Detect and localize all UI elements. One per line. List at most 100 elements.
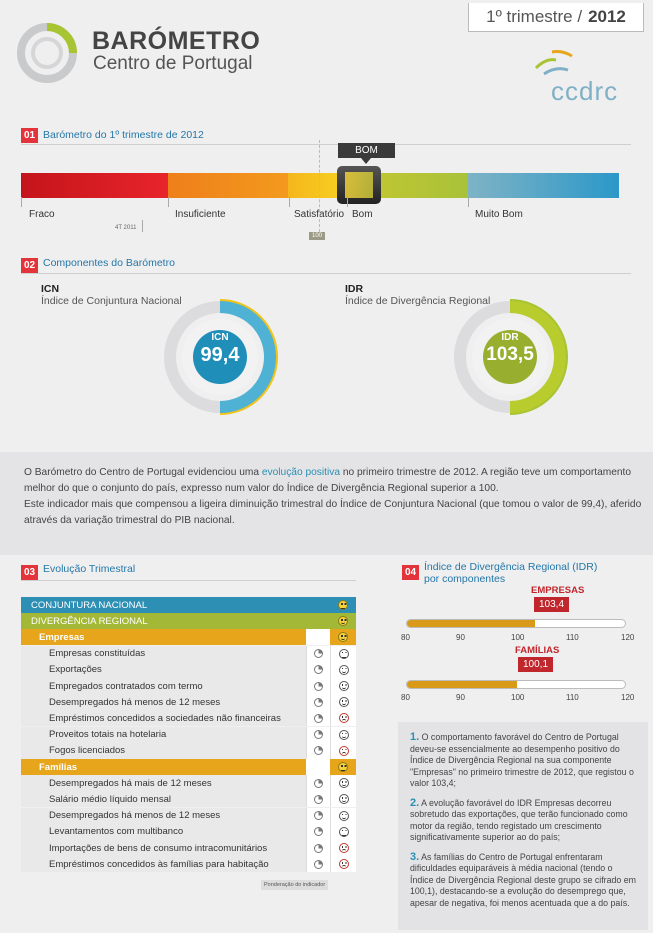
axis-tick-label: 90 bbox=[456, 633, 465, 642]
sad-face-icon bbox=[338, 745, 349, 756]
table-row: Desempregados há mais de 12 meses bbox=[21, 775, 356, 792]
table-row: Empresas bbox=[21, 629, 356, 646]
idr-value: 103,5 bbox=[486, 344, 534, 365]
idr-code: IDR bbox=[345, 283, 364, 295]
table-row: Fogos licenciados bbox=[21, 742, 356, 759]
barometer-indicator bbox=[337, 166, 381, 204]
weight-cell bbox=[306, 726, 330, 743]
table-row: Desempregados há menos de 12 meses bbox=[21, 807, 356, 824]
section-title: Componentes do Barómetro bbox=[43, 257, 175, 269]
face-cell bbox=[330, 856, 356, 873]
weight-pie-icon bbox=[314, 649, 323, 659]
smile-face-icon bbox=[338, 681, 349, 691]
face-cell bbox=[330, 645, 356, 662]
tick bbox=[21, 197, 22, 207]
neutral-face-icon bbox=[338, 762, 348, 772]
reference-tag: 100 bbox=[309, 232, 326, 240]
smile-face-icon bbox=[338, 729, 349, 740]
icn-name: Índice de Conjuntura Nacional bbox=[41, 295, 182, 307]
weight-cell bbox=[306, 775, 330, 792]
page-subtitle: Centro de Portugal bbox=[93, 53, 253, 74]
weight-cell bbox=[306, 823, 330, 840]
weight-cell bbox=[306, 840, 330, 856]
summary-line: no primeiro trimestre de 2012. A região … bbox=[340, 467, 632, 478]
weight-cell bbox=[306, 613, 330, 630]
summary-text: O Barómetro do Centro de Portugal eviden… bbox=[24, 465, 642, 529]
neutral-face-icon bbox=[338, 648, 349, 659]
note-3: 3. As famílias do Centro de Portugal enf… bbox=[410, 850, 636, 908]
note-1: 1. O comportamento favorável do Centro d… bbox=[410, 731, 634, 788]
section-title-line2: por componentes bbox=[424, 573, 506, 585]
row-label: Empresas bbox=[21, 629, 306, 646]
row-label: Desempregados há menos de 12 meses bbox=[21, 807, 306, 824]
section-number: 02 bbox=[21, 258, 38, 273]
summary-panel bbox=[0, 452, 653, 555]
weight-pie-icon bbox=[314, 794, 323, 804]
familias-value: 100,1 bbox=[518, 657, 554, 672]
face-cell bbox=[330, 597, 356, 613]
table-row: Empréstimos concedidos às famílias para … bbox=[21, 856, 356, 873]
face-cell bbox=[330, 613, 356, 630]
row-label: Exportações bbox=[21, 661, 306, 678]
weight-footnote: Ponderação do indicador bbox=[261, 880, 329, 890]
weight-pie-icon bbox=[314, 827, 323, 837]
face-cell bbox=[330, 823, 356, 840]
smile-face-icon bbox=[338, 664, 349, 675]
scale-segment-muito-bom bbox=[468, 173, 619, 198]
row-label: Importações de bens de consumo intracomu… bbox=[21, 840, 306, 856]
face-cell bbox=[330, 710, 356, 727]
row-label: CONJUNTURA NACIONAL bbox=[21, 597, 306, 613]
scale-label: Fraco bbox=[29, 209, 55, 220]
period-box: 1º trimestre / 2012 bbox=[468, 3, 644, 32]
weight-cell bbox=[306, 791, 330, 808]
row-label: Proveitos totais na hotelaria bbox=[21, 726, 306, 743]
tick bbox=[168, 197, 169, 207]
table-row: Proveitos totais na hotelaria bbox=[21, 726, 356, 743]
axis-tick-label: 100 bbox=[511, 693, 525, 702]
row-label: Empréstimos concedidos a sociedades não … bbox=[21, 710, 306, 727]
smile-face-icon bbox=[338, 810, 349, 821]
axis-tick-label: 120 bbox=[621, 633, 635, 642]
scale-label: Insuficiente bbox=[175, 209, 226, 220]
divider bbox=[21, 580, 356, 581]
weight-cell bbox=[306, 759, 330, 775]
table-row: Desempregados há menos de 12 meses bbox=[21, 694, 356, 711]
axis-tick-label: 80 bbox=[401, 693, 410, 702]
reference-line bbox=[319, 140, 320, 232]
scale-segment-insuficiente bbox=[168, 173, 288, 198]
row-label: Levantamentos com multibanco bbox=[21, 823, 306, 840]
weight-pie-icon bbox=[314, 665, 323, 675]
badge-pointer-icon bbox=[361, 158, 371, 164]
idr-name: Índice de Divergência Regional bbox=[345, 295, 491, 307]
neutral-face-icon bbox=[338, 600, 348, 610]
row-label: Fogos licenciados bbox=[21, 742, 306, 759]
weight-cell bbox=[306, 742, 330, 759]
face-cell bbox=[330, 742, 356, 759]
barometer-logo-icon bbox=[17, 23, 77, 83]
face-cell bbox=[330, 678, 356, 694]
table-row: Exportações bbox=[21, 661, 356, 678]
weight-pie-icon bbox=[314, 859, 323, 869]
idr-code-inner: IDR bbox=[501, 332, 519, 343]
summary-highlight: evolução positiva bbox=[261, 467, 340, 478]
summary-line: Este indicador mais que compensou a lige… bbox=[24, 499, 642, 510]
ccdrc-logo-icon bbox=[534, 50, 573, 76]
axis-tick-label: 90 bbox=[456, 693, 465, 702]
weight-pie-icon bbox=[314, 730, 323, 740]
scale-segment-satisfatorio bbox=[288, 173, 343, 198]
face-cell bbox=[330, 726, 356, 743]
table-row: DIVERGÊNCIA REGIONAL bbox=[21, 613, 356, 630]
tick bbox=[347, 197, 348, 207]
face-cell bbox=[330, 661, 356, 678]
table-row: Importações de bens de consumo intracomu… bbox=[21, 840, 356, 856]
divider bbox=[21, 273, 631, 274]
smile-face-icon bbox=[338, 616, 348, 627]
weight-pie-icon bbox=[314, 811, 323, 821]
summary-line: através da variação trimestral do PIB na… bbox=[24, 515, 235, 526]
familias-bar bbox=[406, 680, 626, 689]
weight-pie-icon bbox=[314, 746, 323, 756]
brand-name: ccdrc bbox=[551, 76, 619, 106]
smile-face-icon bbox=[338, 697, 349, 708]
icn-gauge bbox=[164, 299, 278, 415]
idr-gauge bbox=[454, 299, 568, 415]
